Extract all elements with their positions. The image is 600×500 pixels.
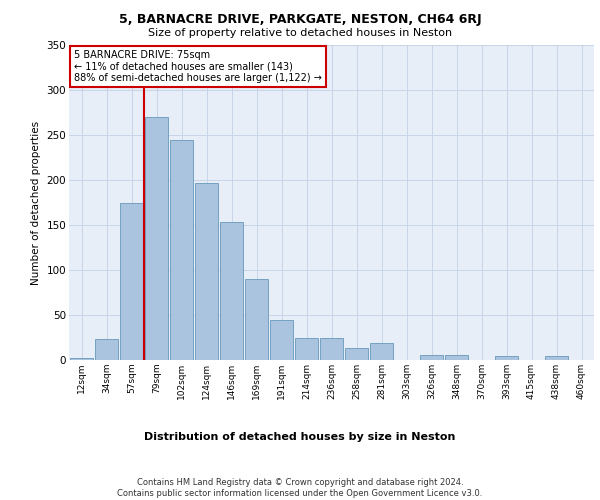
Bar (145, 117, 168, 360)
Text: 5, BARNACRE DRIVE, PARKGATE, NESTON, CH64 6RJ: 5, BARNACRE DRIVE, PARKGATE, NESTON, CH6… (119, 12, 481, 26)
Bar (345, 348, 368, 360)
Bar (220, 222, 243, 360)
Bar (370, 343, 393, 360)
Bar (245, 279, 268, 360)
Bar (195, 182, 218, 360)
Bar (70, 358, 93, 360)
Y-axis label: Number of detached properties: Number of detached properties (31, 120, 41, 284)
Bar (170, 140, 193, 360)
Bar (495, 356, 518, 360)
Bar (270, 320, 293, 360)
Text: 5 BARNACRE DRIVE: 75sqm
← 11% of detached houses are smaller (143)
88% of semi-d: 5 BARNACRE DRIVE: 75sqm ← 11% of detache… (74, 50, 322, 83)
Text: Size of property relative to detached houses in Neston: Size of property relative to detached ho… (148, 28, 452, 38)
Bar (420, 354, 443, 360)
Bar (295, 338, 318, 360)
Bar (120, 202, 143, 360)
Text: Contains HM Land Registry data © Crown copyright and database right 2024.
Contai: Contains HM Land Registry data © Crown c… (118, 478, 482, 498)
Text: Distribution of detached houses by size in Neston: Distribution of detached houses by size … (145, 432, 455, 442)
Bar (445, 354, 468, 360)
Bar (545, 356, 568, 360)
Bar (95, 340, 118, 360)
Bar (320, 338, 343, 360)
